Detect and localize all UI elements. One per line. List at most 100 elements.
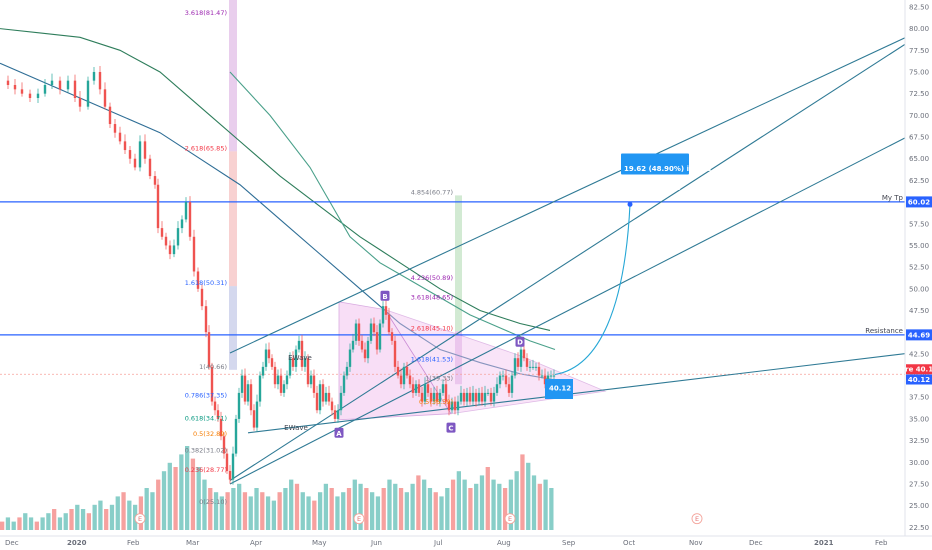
candle-body[interactable] — [160, 228, 164, 237]
candle-body[interactable] — [525, 358, 529, 367]
candle-body[interactable] — [537, 366, 541, 376]
candle-body[interactable] — [330, 401, 334, 411]
candle-body[interactable] — [486, 392, 490, 394]
candle-body[interactable] — [118, 132, 122, 142]
candle-body[interactable] — [519, 349, 523, 367]
earnings-marker[interactable] — [134, 513, 146, 525]
candle-body[interactable] — [357, 323, 361, 341]
candle-body[interactable] — [252, 410, 256, 428]
candle-body[interactable] — [282, 384, 286, 393]
candle-body[interactable] — [133, 158, 137, 168]
candle-body[interactable] — [207, 332, 211, 367]
candle-body[interactable] — [465, 392, 469, 402]
candle-body[interactable] — [240, 375, 244, 393]
candle-body[interactable] — [321, 384, 325, 402]
candle-body[interactable] — [156, 184, 160, 229]
candle-body[interactable] — [324, 392, 328, 402]
candle-body[interactable] — [237, 392, 241, 419]
candle-body[interactable] — [372, 323, 376, 333]
candle-body[interactable] — [498, 375, 502, 385]
candle-body[interactable] — [369, 323, 373, 341]
candle-body[interactable] — [210, 366, 214, 402]
candle-body[interactable] — [306, 358, 310, 385]
candle-body[interactable] — [354, 323, 358, 341]
candle-body[interactable] — [246, 384, 250, 402]
candle-body[interactable] — [213, 401, 217, 411]
candle-body[interactable] — [172, 245, 176, 255]
candle-body[interactable] — [531, 366, 535, 368]
candle-body[interactable] — [438, 392, 442, 402]
candle-body[interactable] — [396, 366, 400, 376]
pattern-point-marker[interactable] — [515, 336, 525, 347]
candle-body[interactable] — [414, 384, 418, 393]
candle-body[interactable] — [164, 236, 168, 246]
candle-body[interactable] — [387, 314, 391, 333]
candle-body[interactable] — [312, 375, 316, 393]
candle-body[interactable] — [204, 306, 208, 333]
candle-body[interactable] — [303, 358, 307, 367]
trend-line[interactable] — [229, 24, 932, 354]
candle-body[interactable] — [456, 401, 460, 411]
candle-body[interactable] — [258, 375, 262, 402]
candle-body[interactable] — [297, 340, 301, 350]
candle-body[interactable] — [291, 358, 295, 367]
candle-body[interactable] — [318, 384, 322, 411]
candle-body[interactable] — [333, 410, 337, 419]
candle-body[interactable] — [393, 340, 397, 367]
candle-body[interactable] — [366, 340, 370, 359]
candle-body[interactable] — [243, 375, 247, 402]
candle-body[interactable] — [148, 158, 152, 177]
candle-body[interactable] — [471, 392, 475, 402]
candle-body[interactable] — [36, 93, 40, 99]
candle-body[interactable] — [264, 349, 268, 367]
candle-body[interactable] — [200, 288, 204, 307]
candle-body[interactable] — [273, 366, 277, 385]
candle-body[interactable] — [180, 219, 184, 229]
candle-body[interactable] — [501, 375, 505, 377]
candle-body[interactable] — [528, 366, 532, 368]
candle-body[interactable] — [184, 202, 188, 220]
candle-body[interactable] — [384, 306, 388, 315]
candle-body[interactable] — [402, 366, 406, 385]
candle-body[interactable] — [108, 106, 112, 125]
candle-body[interactable] — [78, 98, 82, 107]
candle-body[interactable] — [345, 366, 349, 376]
candle-body[interactable] — [138, 141, 142, 168]
candle-body[interactable] — [234, 418, 238, 454]
candle-body[interactable] — [552, 375, 556, 377]
candle-body[interactable] — [279, 375, 283, 393]
candle-body[interactable] — [225, 453, 229, 471]
candle-body[interactable] — [480, 392, 484, 402]
candle-body[interactable] — [294, 349, 298, 367]
candle-body[interactable] — [228, 470, 232, 480]
candle-body[interactable] — [363, 349, 367, 359]
candle-body[interactable] — [390, 332, 394, 341]
candle-body[interactable] — [378, 323, 382, 350]
candle-body[interactable] — [423, 384, 427, 402]
candle-body[interactable] — [381, 306, 385, 324]
candle-body[interactable] — [219, 418, 223, 437]
candle-body[interactable] — [309, 375, 313, 385]
candle-body[interactable] — [399, 375, 403, 385]
candle-body[interactable] — [92, 71, 96, 81]
candle-body[interactable] — [504, 375, 508, 385]
candle-body[interactable] — [255, 401, 259, 428]
candle-body[interactable] — [222, 436, 226, 454]
candle-body[interactable] — [342, 375, 346, 393]
candle-body[interactable] — [50, 80, 54, 85]
candle-body[interactable] — [43, 84, 47, 94]
candle-body[interactable] — [276, 375, 280, 385]
candle-body[interactable] — [128, 150, 132, 159]
candle-body[interactable] — [453, 401, 457, 411]
earnings-marker[interactable] — [353, 513, 365, 525]
candle-body[interactable] — [474, 392, 478, 402]
candle-body[interactable] — [468, 392, 472, 402]
candle-body[interactable] — [450, 401, 454, 411]
candle-body[interactable] — [405, 366, 409, 376]
candle-body[interactable] — [267, 349, 271, 359]
trend-line[interactable] — [247, 349, 932, 434]
candle-body[interactable] — [432, 392, 436, 402]
candle-body[interactable] — [123, 141, 127, 151]
candle-body[interactable] — [441, 384, 445, 393]
